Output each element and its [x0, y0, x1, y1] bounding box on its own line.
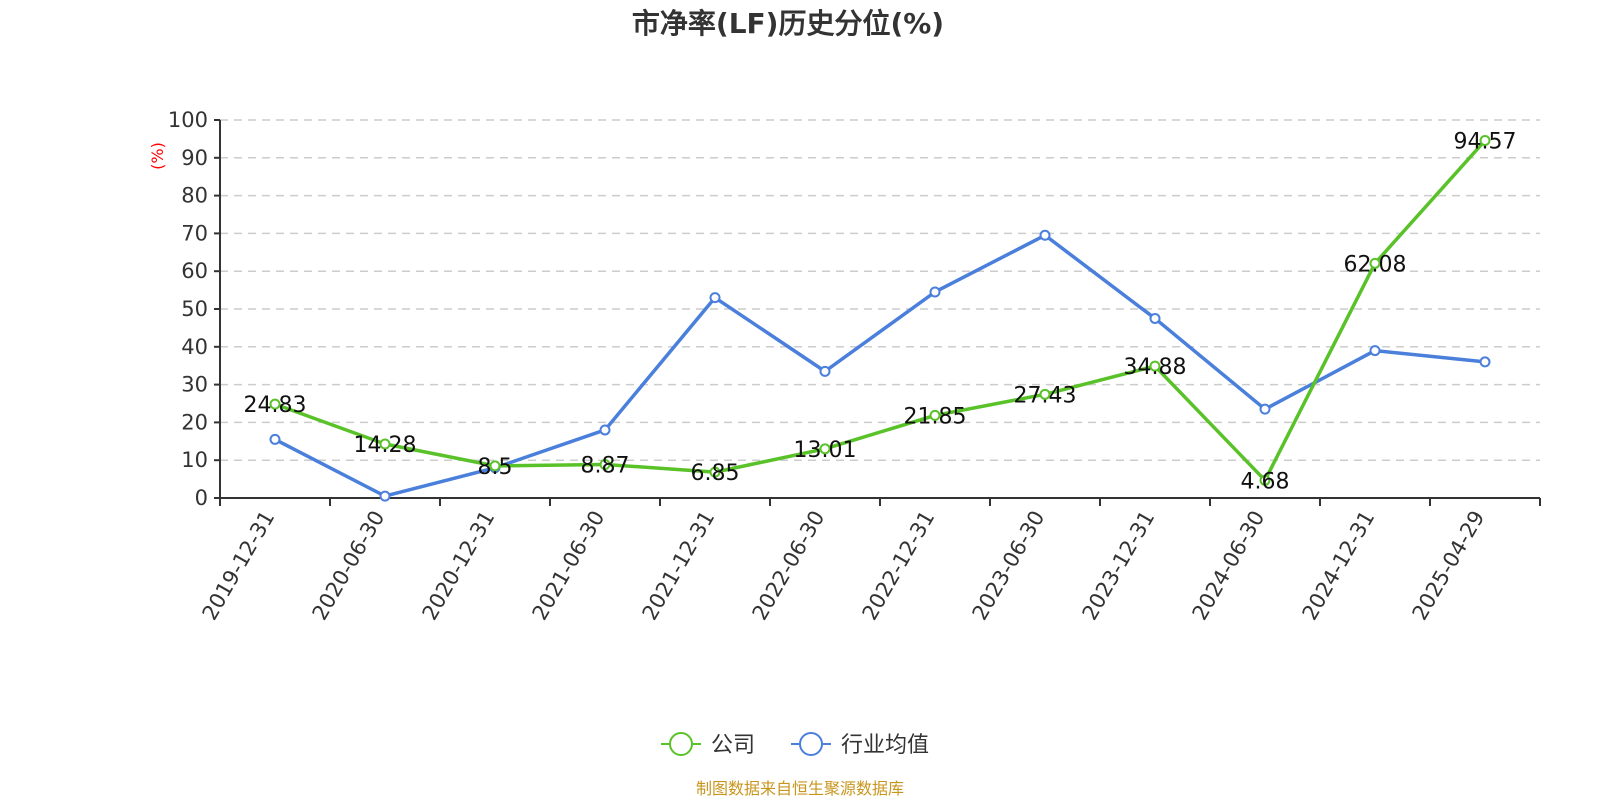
data-label: 8.87: [581, 453, 630, 478]
y-tick-label: 80: [181, 184, 208, 208]
data-label: 21.85: [904, 404, 967, 429]
x-tick-label: 2022-06-30: [748, 507, 830, 625]
y-tick-label: 90: [181, 146, 208, 170]
x-tick-label: 2025-04-29: [1408, 507, 1490, 625]
legend[interactable]: 公司 行业均值: [661, 732, 929, 758]
data-point[interactable]: [1369, 257, 1381, 269]
legend-label: 公司: [711, 733, 755, 758]
x-tick-label: 2024-12-31: [1298, 507, 1380, 625]
chart-title: 市净率(LF)历史分位(%): [632, 7, 944, 40]
x-tick-label: 2020-12-31: [418, 507, 500, 625]
y-tick-label: 100: [168, 108, 208, 132]
series: [269, 135, 1491, 502]
data-point[interactable]: [599, 458, 611, 470]
y-tick-label: 70: [181, 221, 208, 245]
data-point[interactable]: [379, 438, 391, 450]
data-point[interactable]: [819, 365, 831, 377]
data-point[interactable]: [929, 286, 941, 298]
data-label: 94.57: [1454, 130, 1517, 155]
x-tick-label: 2021-06-30: [528, 507, 610, 625]
x-tick-label: 2023-12-31: [1078, 507, 1160, 625]
data-point[interactable]: [379, 490, 391, 502]
data-point[interactable]: [1479, 356, 1491, 368]
data-label: 24.83: [244, 393, 307, 418]
data-label: 14.28: [354, 433, 417, 458]
y-tick-label: 60: [181, 259, 208, 283]
data-label: 34.88: [1124, 355, 1187, 380]
data-point[interactable]: [1259, 403, 1271, 415]
x-tick-labels: 2019-12-31 2020-06-30 2020-12-31 2021-06-30…: [198, 507, 1490, 625]
legend-marker-icon: [799, 732, 823, 756]
data-point[interactable]: [929, 409, 941, 421]
x-tick-label: 2020-06-30: [308, 507, 390, 625]
data-label: 62.08: [1344, 252, 1407, 277]
y-tick-label: 40: [181, 335, 208, 359]
legend-marker-icon: [669, 732, 693, 756]
series-line: [274, 233, 1486, 498]
data-point[interactable]: [269, 398, 281, 410]
data-point[interactable]: [599, 424, 611, 436]
data-point[interactable]: [1149, 312, 1161, 324]
legend-label: 行业均值: [841, 733, 929, 758]
y-tick-label: 50: [181, 297, 208, 321]
data-label: 6.85: [691, 461, 740, 486]
data-point[interactable]: [709, 292, 721, 304]
data-point[interactable]: [1039, 229, 1051, 241]
x-tick-label: 2022-12-31: [858, 507, 940, 625]
x-tick-label: 2023-06-30: [968, 507, 1050, 625]
grid-lines: [220, 119, 1540, 461]
data-point[interactable]: [819, 443, 831, 455]
data-point[interactable]: [709, 466, 721, 478]
x-tick-label: 2024-06-30: [1188, 507, 1270, 625]
y-tick-label: 10: [181, 448, 208, 472]
data-point[interactable]: [1369, 345, 1381, 357]
y-tick-label: 30: [181, 373, 208, 397]
data-label: 13.01: [794, 438, 857, 463]
data-point[interactable]: [1039, 388, 1051, 400]
data-label: 4.68: [1241, 469, 1290, 494]
data-point[interactable]: [269, 433, 281, 445]
series-line: [274, 139, 1487, 483]
x-tick-label: 2021-12-31: [638, 507, 720, 625]
data-point[interactable]: [489, 460, 501, 472]
y-tick-label: 20: [181, 410, 208, 434]
data-point[interactable]: [1149, 360, 1161, 372]
source-note: 制图数据来自恒生聚源数据库: [696, 779, 904, 798]
legend-item[interactable]: 行业均值: [791, 732, 929, 758]
y-tick-labels: 0 10 20 30 40 50 60 70 80 90 100: [168, 108, 208, 510]
data-point[interactable]: [1259, 474, 1271, 486]
y-tick-label: 0: [195, 486, 208, 510]
data-labels: 24.83 14.28 8.5 8.87 6.85 13.01 21.85 27.43 34.8…: [244, 130, 1517, 495]
legend-item[interactable]: 公司: [661, 732, 755, 758]
data-label: 8.5: [478, 455, 513, 480]
data-point[interactable]: [1479, 135, 1491, 147]
data-label: 27.43: [1014, 383, 1077, 408]
axes: [214, 119, 1541, 506]
y-axis-unit: (%): [148, 142, 167, 170]
x-tick-label: 2019-12-31: [198, 507, 280, 625]
